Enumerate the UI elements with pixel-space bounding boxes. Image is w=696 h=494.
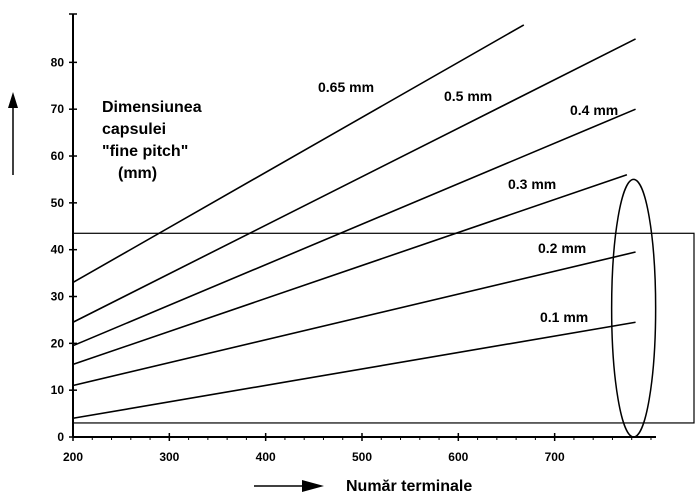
series-line-5 [72,251,636,387]
x-axis-arrow-icon [254,480,324,492]
highlight-rectangle [72,232,695,424]
x-tick-label: 700 [545,450,565,464]
series-label-3: 0.4 mm [570,102,618,118]
y-axis-label-line-2: capsulei [102,121,166,138]
series-labels: 0.65 mm 0.5 mm 0.4 mm 0.3 mm 0.2 mm 0.1 mm [318,79,618,325]
y-tick-label: 20 [51,336,65,350]
x-tick-label: 600 [448,450,468,464]
series-label-5: 0.2 mm [538,240,586,256]
highlight-region [72,178,695,438]
x-tick-label: 400 [256,450,276,464]
series-line-6 [72,321,636,420]
y-tick-label: 50 [51,196,65,210]
y-axis-label-line-4: (mm) [118,165,157,182]
series-label-2: 0.5 mm [444,88,492,104]
series-label-1: 0.65 mm [318,79,374,95]
series-lines [72,24,636,420]
series-label-4: 0.3 mm [508,176,556,192]
y-axis-arrow-icon [8,92,18,175]
series-label-6: 0.1 mm [540,309,588,325]
y-tick-label: 0 [57,430,64,444]
y-tick-label: 80 [51,55,65,69]
ticks: 0 10 20 30 40 50 60 70 80 200 300 400 500 600 700 [51,13,652,464]
y-axis-label: Dimensiunea capsulei "fine pitch" (mm) [102,99,202,182]
x-tick-label: 200 [63,450,83,464]
y-tick-label: 10 [51,383,65,397]
y-axis-label-line-1: Dimensiunea [102,99,202,116]
x-tick-label: 300 [159,450,179,464]
y-tick-label: 70 [51,102,65,116]
highlight-ellipse [610,178,657,438]
series-line-3 [72,108,636,347]
axes [72,14,656,438]
y-tick-label: 40 [51,243,65,257]
y-tick-label: 60 [51,149,65,163]
x-tick-label: 500 [352,450,372,464]
series-line-2 [72,38,636,323]
y-tick-label: 30 [51,290,65,304]
y-axis-label-line-3: "fine pitch" [102,143,188,160]
series-line-1 [72,24,525,284]
x-axis-label: Număr terminale [346,478,472,494]
series-line-4 [72,173,628,366]
